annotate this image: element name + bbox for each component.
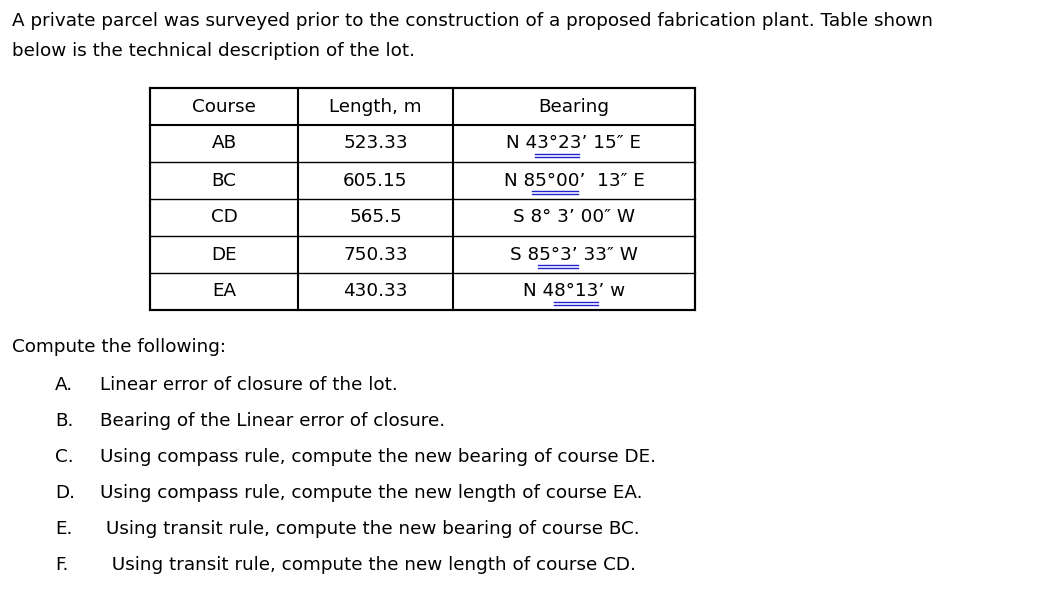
Text: Using compass rule, compute the new length of course EA.: Using compass rule, compute the new leng… (100, 484, 643, 502)
Text: AB: AB (211, 134, 236, 153)
Text: N 43°23’ 15″ E: N 43°23’ 15″ E (507, 134, 642, 153)
Text: S 85°3’ 33″ W: S 85°3’ 33″ W (510, 246, 637, 263)
Text: N 85°00’  13″ E: N 85°00’ 13″ E (504, 171, 645, 190)
Text: N 48°13’ w: N 48°13’ w (522, 283, 625, 300)
Text: C.: C. (55, 448, 73, 466)
Text: 430.33: 430.33 (343, 283, 408, 300)
Text: BC: BC (211, 171, 236, 190)
Text: E.: E. (55, 520, 72, 538)
Text: 523.33: 523.33 (343, 134, 408, 153)
Text: 605.15: 605.15 (343, 171, 408, 190)
Text: Bearing of the Linear error of closure.: Bearing of the Linear error of closure. (100, 412, 445, 430)
Text: 565.5: 565.5 (349, 209, 402, 227)
Text: A.: A. (55, 376, 73, 394)
Text: F.: F. (55, 556, 68, 574)
Text: S 8° 3’ 00″ W: S 8° 3’ 00″ W (513, 209, 635, 227)
Text: DE: DE (211, 246, 237, 263)
Text: Using transit rule, compute the new length of course CD.: Using transit rule, compute the new leng… (100, 556, 635, 574)
Text: Compute the following:: Compute the following: (11, 338, 226, 356)
Text: below is the technical description of the lot.: below is the technical description of th… (11, 42, 415, 60)
Text: Bearing: Bearing (538, 97, 609, 116)
Text: CD: CD (210, 209, 237, 227)
Text: Length, m: Length, m (329, 97, 422, 116)
Text: Linear error of closure of the lot.: Linear error of closure of the lot. (100, 376, 398, 394)
Text: Using compass rule, compute the new bearing of course DE.: Using compass rule, compute the new bear… (100, 448, 656, 466)
Text: Course: Course (192, 97, 256, 116)
Text: B.: B. (55, 412, 73, 430)
Text: EA: EA (212, 283, 236, 300)
Text: 750.33: 750.33 (343, 246, 408, 263)
Text: A private parcel was surveyed prior to the construction of a proposed fabricatio: A private parcel was surveyed prior to t… (11, 12, 933, 30)
Text: Using transit rule, compute the new bearing of course BC.: Using transit rule, compute the new bear… (100, 520, 640, 538)
Text: D.: D. (55, 484, 75, 502)
Bar (150, 88, 695, 310)
